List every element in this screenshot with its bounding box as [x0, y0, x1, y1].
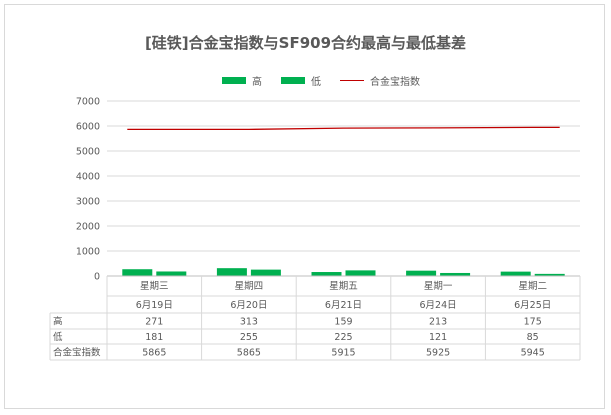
data-label: 5925 — [426, 348, 450, 359]
legend-item-index: 合金宝指数 — [340, 72, 420, 88]
data-label: 5945 — [521, 348, 545, 359]
x-tick-date-label: 6月24日 — [420, 300, 457, 311]
line-index — [127, 126, 560, 131]
x-tick-label: 星期四 — [235, 281, 264, 292]
y-tick-label: 2000 — [76, 222, 100, 233]
data-label: 255 — [240, 332, 258, 343]
legend-item-high: 高 — [222, 72, 262, 88]
bar-low — [250, 269, 281, 276]
data-label: 271 — [145, 317, 163, 328]
bar-low — [440, 272, 471, 276]
bar-high — [311, 272, 342, 276]
bar-low — [534, 273, 565, 276]
bar-low — [156, 271, 187, 276]
data-label: 5915 — [331, 348, 355, 359]
data-label: 5865 — [142, 348, 166, 359]
data-label: 225 — [334, 332, 352, 343]
x-tick-label: 星期三 — [140, 281, 169, 292]
chart-title: [硅铁]合金宝指数与SF909合约最高与最低基差 — [144, 34, 467, 52]
y-tick-label: 0 — [94, 272, 100, 283]
legend-label-high: 高 — [252, 76, 262, 88]
data-label: 175 — [524, 317, 542, 328]
data-label: 313 — [240, 317, 258, 328]
bar-high — [406, 270, 437, 276]
y-tick-label: 3000 — [76, 197, 100, 208]
table-row-header: 高 — [53, 316, 63, 328]
x-tick-date-label: 6月25日 — [514, 300, 551, 311]
table-row-header: 合金宝指数 — [53, 347, 101, 359]
x-tick-label: 星期一 — [424, 281, 453, 292]
data-label: 213 — [429, 317, 447, 328]
x-tick-label: 星期二 — [518, 281, 547, 292]
data-label: 5865 — [237, 348, 261, 359]
legend-swatch-index — [340, 79, 364, 81]
data-label: 181 — [145, 332, 163, 343]
data-label: 121 — [429, 332, 447, 343]
legend-label-index: 合金宝指数 — [370, 76, 420, 88]
chart-frame — [4, 4, 605, 409]
y-tick-label: 4000 — [76, 172, 100, 183]
y-tick-label: 5000 — [76, 147, 100, 158]
legend: 高 低 合金宝指数 — [0, 72, 611, 88]
y-tick-label: 1000 — [76, 247, 100, 258]
y-tick-label: 6000 — [76, 122, 100, 133]
x-tick-date-label: 6月20日 — [230, 300, 267, 311]
bar-high — [216, 268, 247, 276]
legend-swatch-low — [281, 76, 305, 84]
x-tick-label: 星期五 — [329, 281, 358, 292]
bar-high — [122, 269, 153, 276]
legend-label-low: 低 — [311, 76, 321, 88]
bar-low — [345, 270, 376, 276]
y-tick-label: 7000 — [76, 97, 100, 108]
legend-item-low: 低 — [281, 72, 321, 88]
bar-high — [500, 271, 531, 276]
table-row-header: 低 — [53, 331, 63, 343]
x-tick-date-label: 6月19日 — [136, 300, 173, 311]
x-tick-date-label: 6月21日 — [325, 300, 362, 311]
legend-swatch-high — [222, 76, 246, 84]
data-label: 159 — [334, 317, 352, 328]
data-label: 85 — [527, 332, 539, 343]
